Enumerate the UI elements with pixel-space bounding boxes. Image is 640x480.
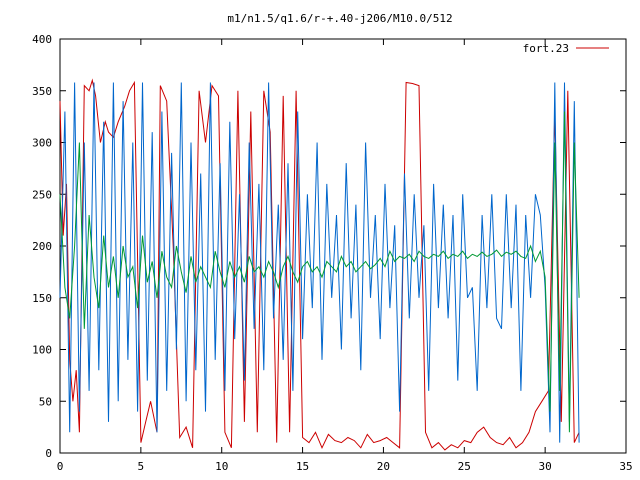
series-line-2 xyxy=(59,82,580,443)
series-group xyxy=(59,78,580,451)
y-tick-label: 250 xyxy=(32,188,52,201)
legend: fort.23 xyxy=(523,42,609,55)
y-tick-label: 300 xyxy=(32,137,52,150)
x-tick-label: 30 xyxy=(539,460,552,473)
y-tick-label: 50 xyxy=(39,395,52,408)
x-tick-label: 20 xyxy=(377,460,390,473)
series-line-1 xyxy=(59,78,580,451)
chart-title: m1/n1.5/q1.6/r-+.40-j206/M10.0/512 xyxy=(227,12,452,25)
series-line-3 xyxy=(59,111,580,433)
y-tick-label: 100 xyxy=(32,344,52,357)
x-tick-label: 0 xyxy=(57,460,64,473)
x-tick-label: 25 xyxy=(458,460,471,473)
x-tick-label: 15 xyxy=(296,460,309,473)
y-tick-label: 150 xyxy=(32,292,52,305)
x-tick-label: 5 xyxy=(138,460,145,473)
y-tick-label: 400 xyxy=(32,33,52,46)
y-tick-label: 0 xyxy=(45,447,52,460)
x-tick-label: 10 xyxy=(215,460,228,473)
x-tick-label: 35 xyxy=(619,460,632,473)
y-tick-label: 200 xyxy=(32,240,52,253)
legend-label: fort.23 xyxy=(523,42,569,55)
y-tick-label: 350 xyxy=(32,85,52,98)
